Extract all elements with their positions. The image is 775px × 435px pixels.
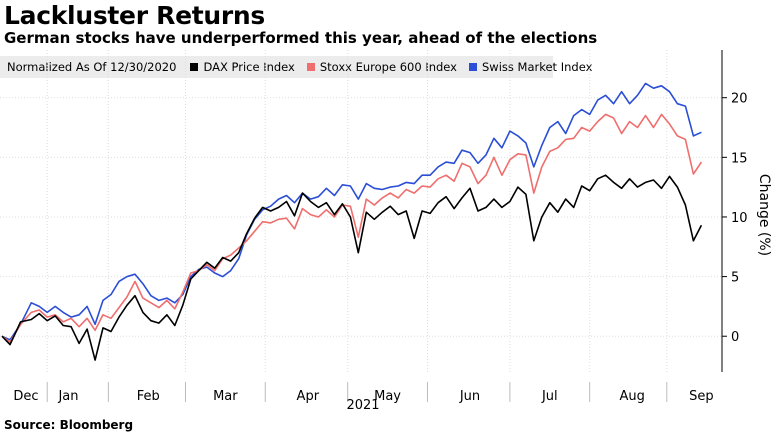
chart-subtitle: German stocks have underperformed this y… — [4, 29, 598, 47]
x-tick-label: Feb — [137, 389, 160, 404]
x-tick-label: Apr — [297, 389, 320, 404]
legend-label-stoxx: Stoxx Europe 600 Index — [319, 60, 457, 74]
legend-swatch-smi — [468, 63, 477, 71]
series-line-stoxx — [1, 113, 703, 344]
series-line-smi — [1, 82, 702, 341]
legend-item-smi: Swiss Market Index — [468, 60, 593, 74]
y-tick-label: 10 — [731, 211, 748, 226]
x-ticks: Dec Jan Feb Mar Apr May Jun Jul Aug Sep — [13, 382, 714, 404]
y-tick-label: 5 — [731, 271, 739, 286]
y-tick-label: 15 — [731, 151, 748, 166]
x-tick-label: Jun — [459, 389, 480, 404]
legend-swatch-dax — [190, 63, 199, 71]
x-tick-label: Jan — [57, 389, 78, 404]
source-note: Source: Bloomberg — [4, 418, 134, 432]
y-ticks: 0 5 10 15 20 — [722, 92, 748, 345]
x-tick-label: Jul — [541, 389, 558, 404]
x-year-label: 2021 — [346, 398, 379, 412]
grid — [0, 50, 722, 372]
x-tick-label: Sep — [689, 389, 714, 404]
y-axis-label: Change (%) — [756, 174, 772, 256]
series-line-dax — [1, 174, 703, 361]
legend-label-smi: Swiss Market Index — [481, 60, 593, 74]
x-tick-label: May — [374, 389, 401, 404]
series-lines — [1, 82, 703, 361]
legend: Normalized As Of 12/30/2020 DAX Price In… — [0, 56, 592, 78]
legend-item-stoxx: Stoxx Europe 600 Index — [306, 60, 457, 74]
legend-label-dax: DAX Price Index — [203, 60, 295, 74]
y-tick-label: 20 — [731, 92, 748, 107]
x-tick-label: Mar — [213, 389, 238, 404]
legend-swatch-stoxx — [306, 63, 315, 71]
legend-note: Normalized As Of 12/30/2020 — [7, 60, 177, 74]
chart-title: Lackluster Returns — [4, 1, 265, 30]
y-tick-label: 0 — [731, 330, 739, 345]
x-tick-label: Dec — [13, 389, 38, 404]
legend-item-dax: DAX Price Index — [190, 60, 295, 74]
x-tick-label: Aug — [620, 389, 645, 404]
